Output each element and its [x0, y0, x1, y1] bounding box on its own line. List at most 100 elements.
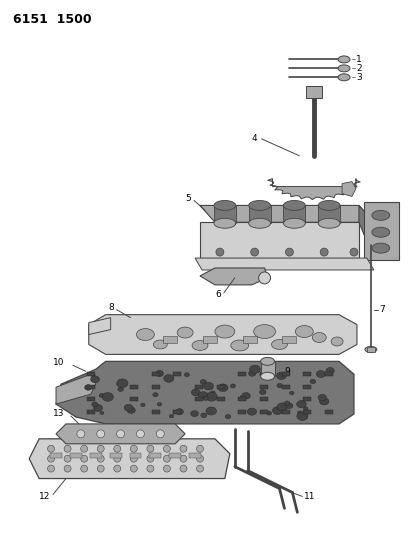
Bar — [239, 372, 246, 376]
Ellipse shape — [215, 325, 235, 338]
Text: 2: 2 — [356, 64, 361, 73]
Ellipse shape — [297, 412, 308, 421]
Circle shape — [147, 455, 154, 462]
Bar — [217, 385, 225, 389]
Ellipse shape — [365, 346, 377, 352]
Polygon shape — [195, 258, 374, 270]
Circle shape — [64, 465, 71, 472]
Bar — [304, 397, 311, 401]
Bar — [243, 336, 257, 343]
Bar — [163, 336, 177, 343]
Ellipse shape — [210, 391, 215, 394]
Polygon shape — [268, 179, 360, 199]
Ellipse shape — [297, 411, 302, 414]
Ellipse shape — [136, 328, 154, 341]
Bar — [149, 453, 161, 458]
Bar — [367, 348, 375, 352]
Ellipse shape — [297, 400, 306, 408]
Ellipse shape — [117, 379, 128, 387]
Ellipse shape — [304, 407, 308, 410]
Ellipse shape — [225, 415, 231, 419]
Ellipse shape — [254, 325, 275, 338]
Circle shape — [77, 430, 85, 438]
Circle shape — [64, 445, 71, 452]
Bar — [282, 372, 290, 376]
Ellipse shape — [249, 219, 271, 228]
Ellipse shape — [326, 367, 334, 374]
Circle shape — [164, 465, 171, 472]
Ellipse shape — [184, 373, 189, 377]
Ellipse shape — [164, 375, 174, 382]
Circle shape — [97, 465, 104, 472]
Bar — [130, 385, 138, 389]
Ellipse shape — [372, 211, 390, 220]
Bar — [217, 397, 225, 401]
Text: 8: 8 — [109, 303, 114, 312]
Ellipse shape — [192, 341, 208, 350]
Bar — [152, 385, 160, 389]
Ellipse shape — [84, 385, 92, 390]
Ellipse shape — [273, 407, 283, 415]
Ellipse shape — [218, 384, 228, 392]
Bar — [304, 372, 311, 376]
Ellipse shape — [284, 200, 305, 211]
Circle shape — [117, 430, 124, 438]
Bar — [50, 453, 62, 458]
Ellipse shape — [331, 337, 343, 346]
Bar — [87, 410, 95, 414]
Circle shape — [320, 248, 328, 256]
Circle shape — [350, 248, 358, 256]
Ellipse shape — [141, 403, 145, 407]
Bar — [261, 361, 275, 376]
Text: 4: 4 — [252, 134, 257, 143]
Ellipse shape — [338, 74, 350, 81]
Ellipse shape — [93, 405, 102, 411]
Ellipse shape — [169, 415, 174, 418]
Circle shape — [286, 248, 293, 256]
Ellipse shape — [295, 326, 313, 337]
Polygon shape — [200, 268, 268, 285]
Circle shape — [64, 455, 71, 462]
Ellipse shape — [286, 403, 293, 408]
Polygon shape — [56, 424, 185, 444]
Ellipse shape — [240, 395, 244, 399]
Circle shape — [197, 445, 204, 452]
Bar — [306, 86, 322, 98]
Circle shape — [81, 465, 88, 472]
Bar — [90, 453, 102, 458]
Ellipse shape — [284, 401, 290, 406]
Circle shape — [164, 455, 171, 462]
Bar — [203, 336, 217, 343]
Text: 11: 11 — [304, 492, 316, 501]
Ellipse shape — [175, 409, 184, 415]
Bar — [325, 410, 333, 414]
Text: 1: 1 — [356, 55, 362, 64]
Ellipse shape — [99, 393, 104, 398]
Bar — [87, 372, 95, 376]
Polygon shape — [364, 203, 399, 260]
Circle shape — [180, 455, 187, 462]
Ellipse shape — [92, 402, 98, 407]
Circle shape — [180, 445, 187, 452]
Ellipse shape — [231, 340, 249, 351]
Circle shape — [114, 465, 121, 472]
Circle shape — [147, 465, 154, 472]
Bar — [195, 397, 203, 401]
Circle shape — [48, 465, 55, 472]
Ellipse shape — [249, 200, 271, 211]
Ellipse shape — [318, 394, 326, 401]
Ellipse shape — [272, 340, 287, 350]
Text: 9: 9 — [284, 367, 290, 376]
Polygon shape — [200, 205, 374, 222]
Ellipse shape — [261, 372, 275, 380]
Ellipse shape — [124, 405, 133, 411]
Bar — [87, 385, 95, 389]
Ellipse shape — [248, 370, 256, 376]
Bar — [260, 397, 268, 401]
Circle shape — [180, 465, 187, 472]
Bar — [239, 410, 246, 414]
Ellipse shape — [127, 407, 135, 414]
Ellipse shape — [153, 393, 158, 397]
Bar — [214, 205, 236, 223]
Bar — [260, 385, 268, 389]
